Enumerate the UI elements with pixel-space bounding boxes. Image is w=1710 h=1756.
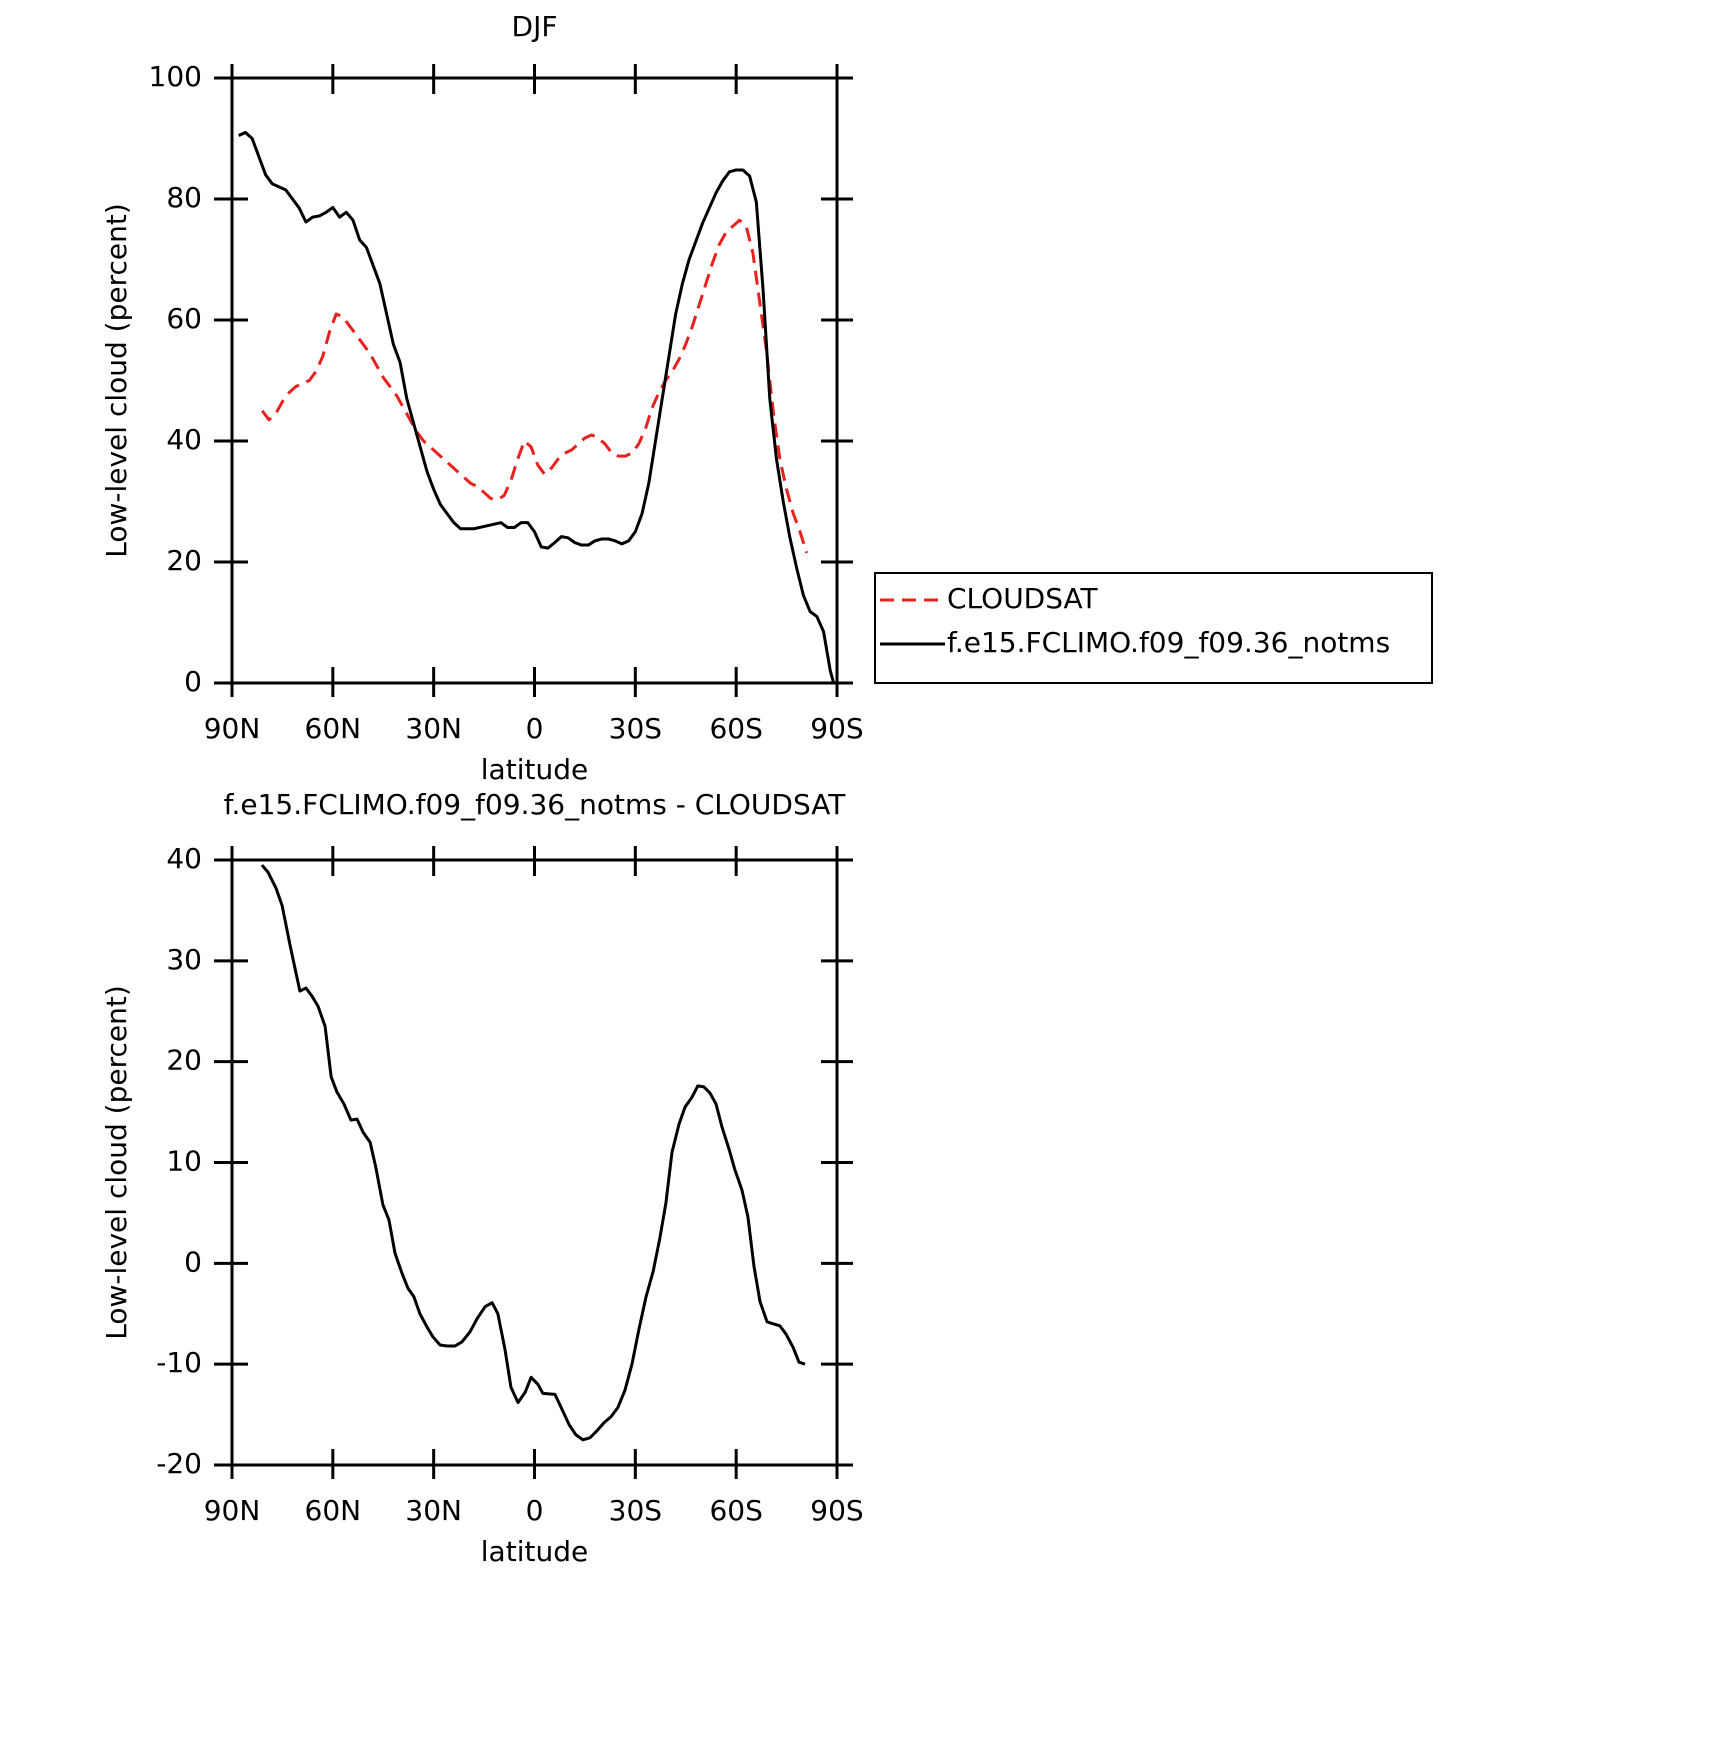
data-line	[260, 864, 806, 1442]
y-tick-label: 40	[166, 842, 202, 875]
y-tick-label: -10	[156, 1346, 202, 1379]
y-tick-label: 80	[166, 181, 202, 214]
legend-box	[874, 572, 1433, 684]
y-tick-label: 0	[184, 1245, 202, 1278]
x-tick-label: 30S	[609, 1494, 662, 1527]
y-tick-label: -20	[156, 1447, 202, 1480]
y-tick-label: 60	[166, 302, 202, 335]
y-tick-label: 20	[166, 544, 202, 577]
y-tick-label: 100	[149, 60, 202, 93]
x-tick-label: 60N	[305, 1494, 362, 1527]
x-tick-label: 30S	[609, 712, 662, 745]
x-tick-label: 60S	[709, 1494, 762, 1527]
x-tick-label: 60S	[709, 712, 762, 745]
legend-label: CLOUDSAT	[947, 582, 1099, 615]
legend-label: f.e15.FCLIMO.f09_f09.36_notms	[947, 626, 1390, 659]
x-tick-label: 90N	[204, 712, 261, 745]
x-tick-label: 30N	[405, 1494, 462, 1527]
data-line	[261, 218, 809, 554]
y-axis-label: Low-level cloud (percent)	[100, 985, 133, 1340]
x-tick-label: 0	[526, 1494, 544, 1527]
x-axis-label: latitude	[481, 1535, 588, 1568]
x-tick-label: 30N	[405, 712, 462, 745]
x-tick-label: 90S	[810, 712, 863, 745]
x-tick-label: 0	[526, 712, 544, 745]
plot-frame	[230, 858, 839, 1467]
chart-title: DJF	[512, 10, 558, 43]
data-line	[238, 130, 836, 684]
x-tick-label: 90S	[810, 1494, 863, 1527]
x-tick-label: 60N	[305, 712, 362, 745]
y-tick-label: 20	[166, 1044, 202, 1077]
plot-frame	[230, 76, 839, 685]
x-tick-label: 90N	[204, 1494, 261, 1527]
y-tick-label: 30	[166, 943, 202, 976]
y-tick-label: 10	[166, 1145, 202, 1178]
y-axis-label: Low-level cloud (percent)	[100, 203, 133, 558]
x-axis-label: latitude	[481, 753, 588, 786]
chart-title: f.e15.FCLIMO.f09_f09.36_notms - CLOUDSAT	[224, 788, 847, 821]
y-tick-label: 0	[184, 665, 202, 698]
y-tick-label: 40	[166, 423, 202, 456]
